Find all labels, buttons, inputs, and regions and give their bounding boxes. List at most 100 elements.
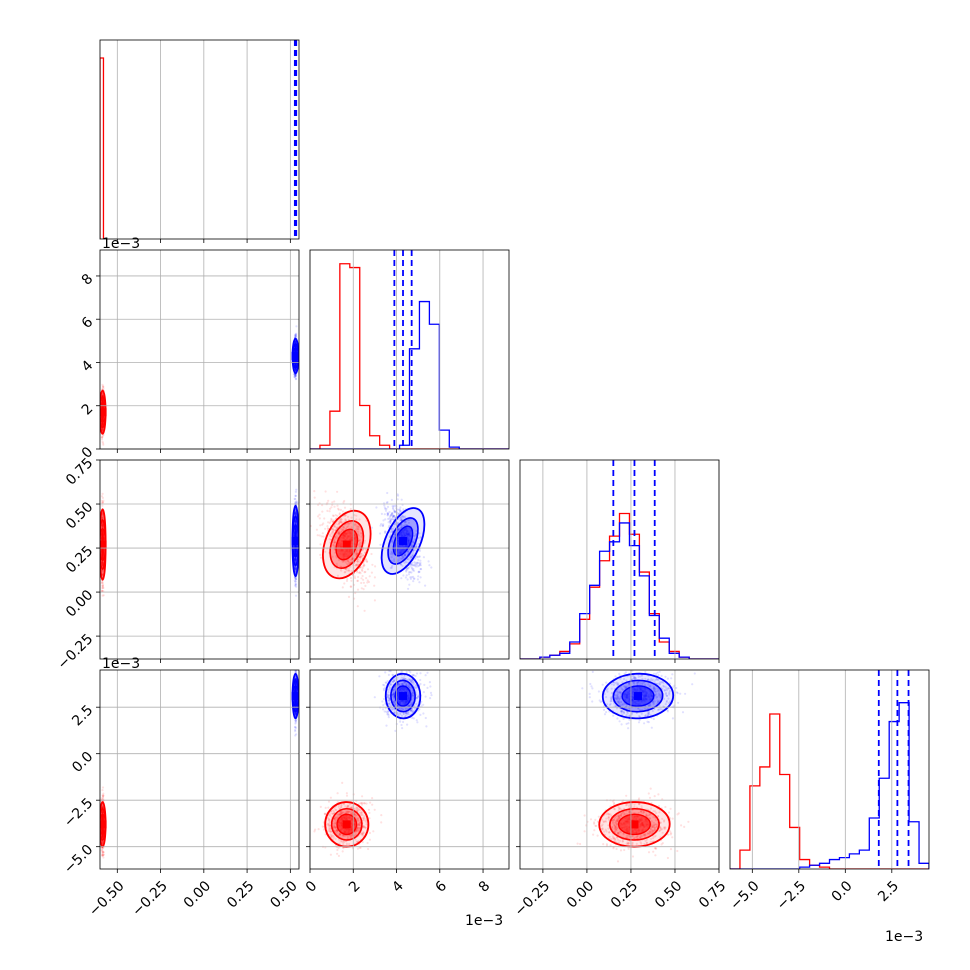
blue-sample-point <box>294 363 297 367</box>
panel-plot-area <box>100 488 299 597</box>
red-sample-point <box>101 517 104 520</box>
blue-sample-point <box>293 375 296 378</box>
panel-3-0 <box>96 669 300 873</box>
red-sample-point <box>101 525 104 528</box>
blue-sample-point <box>410 576 413 579</box>
red-sample-point <box>316 534 319 537</box>
blue-sample-point <box>414 534 417 537</box>
blue-sample-point <box>400 525 403 528</box>
red-sample-point <box>318 517 321 520</box>
blue-sample-point <box>409 576 412 579</box>
blue-sample-point <box>294 490 297 493</box>
red-sample-point <box>101 517 104 520</box>
red-sample-point <box>353 514 356 517</box>
red-sample-point <box>101 562 104 565</box>
blue-sample-point <box>415 545 418 548</box>
blue-sample-point <box>415 563 418 566</box>
red-sample-point <box>101 517 104 520</box>
blue-sample-point <box>391 540 394 544</box>
blue-sample-point <box>407 566 410 569</box>
blue-sample-point <box>411 553 414 557</box>
red-sample-point <box>333 541 336 544</box>
blue-sample-point <box>407 521 410 525</box>
red-sample-point <box>337 507 340 510</box>
red-sample-point <box>101 811 104 815</box>
blue-sample-point <box>416 578 419 581</box>
red-sample-point <box>101 847 104 850</box>
red-sample-point <box>361 569 364 573</box>
red-sample-point <box>331 503 334 507</box>
blue-sample-point <box>294 345 297 348</box>
red-sample-point <box>358 518 361 521</box>
red-sample-point <box>335 562 338 566</box>
blue-sample-point <box>390 518 393 521</box>
blue-sample-point <box>400 518 403 522</box>
red-sample-point <box>359 544 362 548</box>
red-sample-point <box>349 585 352 588</box>
blue-sample-point <box>388 520 391 523</box>
blue-sample-point <box>375 506 378 509</box>
red-sample-point <box>356 605 359 608</box>
red-sample-point <box>357 571 361 574</box>
blue-sample-point <box>412 575 415 579</box>
blue-sample-point <box>393 533 396 536</box>
blue-sample-point <box>389 521 392 524</box>
red-sample-point <box>338 518 341 521</box>
blue-sample-point <box>392 527 395 530</box>
blue-sample-point <box>389 514 392 517</box>
blue-sample-point <box>294 576 297 580</box>
red-sample-point <box>332 528 335 531</box>
red-sample-point <box>321 532 324 535</box>
blue-sample-point <box>295 325 298 328</box>
blue-sample-point <box>393 510 397 513</box>
blue-sample-point <box>392 514 395 518</box>
blue-sample-point <box>391 513 394 517</box>
red-sample-point <box>334 535 337 539</box>
red-sample-point <box>343 526 346 529</box>
blue-sample-point <box>403 553 406 556</box>
blue-sample-point <box>294 335 297 338</box>
red-sample-point <box>331 520 334 523</box>
red-sample-point <box>101 563 104 566</box>
blue-sample-point <box>399 519 402 522</box>
blue-sample-point <box>294 566 297 569</box>
gridlines <box>116 40 291 239</box>
blue-sample-point <box>294 364 297 367</box>
red-sample-point <box>360 552 363 555</box>
red-sample-point <box>368 575 371 578</box>
red-sample-point <box>101 399 104 402</box>
red-sample-point <box>101 811 104 814</box>
blue-sample-point <box>382 523 385 526</box>
blue-sample-point <box>393 536 396 539</box>
red-sample-point <box>348 561 351 565</box>
red-sample-point <box>360 541 363 544</box>
blue-sample-point <box>404 515 407 518</box>
red-sample-point <box>101 423 104 426</box>
blue-sample-point <box>388 516 391 519</box>
blue-sample-point <box>294 580 297 583</box>
red-sample-point <box>101 524 104 527</box>
red-sample-point <box>101 399 104 402</box>
blue-sample-point <box>294 558 297 561</box>
red-sample-point <box>101 571 104 574</box>
red-sample-point <box>329 520 332 523</box>
blue-sample-point <box>389 522 392 525</box>
red-sample-point <box>343 499 346 503</box>
red-sample-point <box>101 525 104 529</box>
red-sample-point <box>101 810 104 814</box>
red-sample-point <box>101 584 104 588</box>
blue-sample-point <box>392 514 395 517</box>
blue-sample-point <box>388 524 391 527</box>
red-sample-point <box>319 553 322 557</box>
red-sample-peak-cell <box>342 540 351 549</box>
red-sample-point <box>101 565 104 568</box>
red-sample-point <box>101 438 104 441</box>
blue-sample-point <box>390 566 393 569</box>
blue-sample-point <box>385 501 388 504</box>
blue-sample-point <box>393 510 397 513</box>
red-sample-point <box>101 563 104 566</box>
blue-sample-point <box>409 556 413 559</box>
blue-sample-point <box>386 511 389 515</box>
blue-sample-point <box>294 577 297 581</box>
red-sample-point <box>359 555 362 558</box>
